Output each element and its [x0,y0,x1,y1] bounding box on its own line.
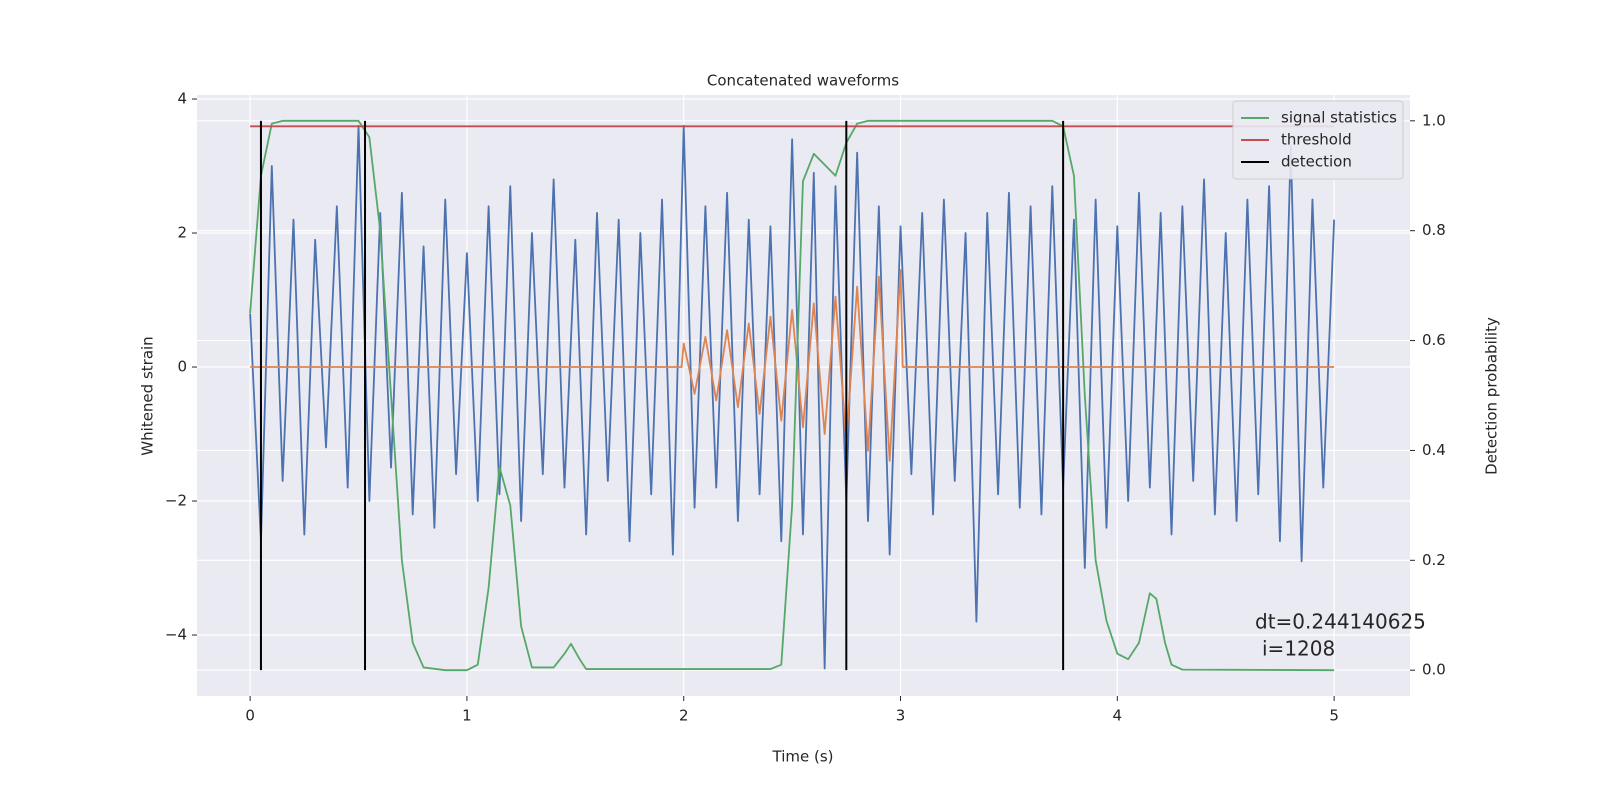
data-line [250,268,1335,462]
y-tick-label: 0 [177,358,187,376]
legend-box [1232,100,1404,180]
x-axis-label: Time (s) [772,748,834,766]
x-tick-label: 5 [1329,707,1339,725]
plot-area [197,95,1410,696]
y2-tick-label: 0.2 [1422,551,1446,569]
x-tick-label: 3 [896,707,906,725]
x-tick-label: 4 [1113,707,1123,725]
chart-title: Concatenated waveforms [707,72,899,90]
data-line [249,119,1335,672]
legend-label: signal statistics [1281,109,1397,127]
y2-tick-label: 1.0 [1422,111,1446,129]
x-tick-label: 1 [462,707,472,725]
x-tick-label: 0 [245,707,255,725]
y-tick-label: −2 [165,492,187,510]
y-tick-label: −4 [165,626,187,644]
legend-label: threshold [1281,131,1352,149]
y-axis-label: Whitened strain [139,336,157,455]
y-tick-label: 4 [177,90,187,108]
data-line [249,124,1336,670]
annotation: i=1208 [1262,637,1335,661]
y2-tick-label: 0.6 [1422,331,1446,349]
y2-tick-label: 0.4 [1422,441,1446,459]
y-tick-label: 2 [177,224,187,242]
y2-axis-label: Detection probability [1483,317,1501,475]
y2-tick-label: 0.8 [1422,221,1446,239]
y2-tick-label: 0.0 [1422,661,1446,679]
x-tick-label: 2 [679,707,689,725]
annotation: dt=0.244140625 [1255,610,1426,634]
legend-label: detection [1281,153,1352,171]
